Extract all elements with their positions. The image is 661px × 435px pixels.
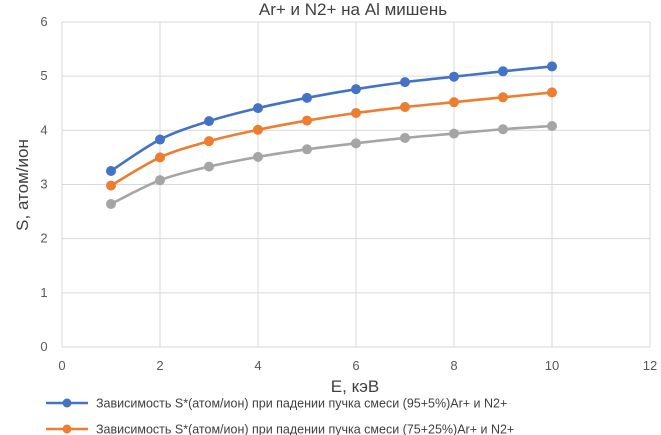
series-3: [106, 121, 557, 209]
series-marker: [400, 102, 410, 113]
series-marker: [253, 103, 263, 114]
series-1: [106, 61, 557, 176]
y-tick-label: 3: [40, 177, 47, 192]
series-marker: [498, 124, 508, 135]
x-tick-label: 0: [58, 358, 65, 373]
y-tick-label: 0: [40, 339, 47, 354]
legend: Зависимость S*(атом/ион) при падении пуч…: [46, 397, 514, 435]
series-marker: [204, 136, 214, 147]
series-marker: [253, 124, 263, 135]
series-marker: [547, 61, 557, 72]
x-tick-label: 8: [450, 358, 457, 373]
series-marker: [302, 144, 312, 155]
chart-title: Ar+ и N2+ на Al мишень: [259, 0, 447, 19]
series-line: [109, 65, 554, 173]
series-marker: [400, 77, 410, 88]
series-line: [109, 91, 554, 187]
series: [106, 61, 557, 209]
y-tick-label: 5: [40, 68, 47, 83]
series-marker: [449, 97, 459, 108]
series-marker: [204, 116, 214, 127]
legend-label: Зависимость S*(атом/ион) при падении пуч…: [96, 397, 507, 411]
series-2: [106, 87, 557, 191]
series-marker: [351, 108, 361, 118]
series-marker: [351, 84, 361, 95]
legend-item: Зависимость S*(атом/ион) при падении пуч…: [46, 423, 514, 435]
y-tick-label: 1: [40, 285, 47, 300]
y-axis-title: S, атом/ион: [13, 139, 32, 231]
x-axis-title: E, кэВ: [331, 377, 379, 396]
series-marker: [106, 165, 116, 176]
y-tick-label: 2: [40, 231, 47, 246]
series-marker: [449, 128, 459, 139]
series-marker: [302, 92, 312, 103]
x-tick-label: 10: [545, 358, 559, 373]
y-tick-label: 6: [40, 14, 47, 29]
x-tick-label: 4: [254, 358, 261, 373]
series-marker: [204, 161, 214, 172]
series-marker: [155, 152, 165, 163]
series-marker: [253, 151, 263, 162]
series-marker: [449, 71, 459, 82]
legend-marker: [62, 424, 72, 434]
series-marker: [155, 134, 165, 145]
series-marker: [498, 92, 508, 103]
legend-marker: [62, 398, 72, 408]
legend-label: Зависимость S*(атом/ион) при падении пуч…: [96, 423, 514, 435]
x-tick-label: 2: [156, 358, 163, 373]
series-marker: [155, 175, 165, 186]
series-marker: [547, 87, 557, 98]
series-marker: [106, 199, 116, 209]
legend-item: Зависимость S*(атом/ион) при падении пуч…: [46, 397, 507, 411]
y-tick-label: 4: [40, 122, 47, 137]
series-marker: [547, 121, 557, 131]
x-tick-label: 6: [352, 358, 359, 373]
x-tick-label: 12: [643, 358, 657, 373]
series-marker: [400, 132, 410, 143]
series-line: [109, 124, 554, 206]
series-marker: [351, 138, 361, 149]
series-marker: [106, 180, 116, 191]
series-marker: [302, 115, 312, 126]
series-marker: [498, 66, 508, 77]
